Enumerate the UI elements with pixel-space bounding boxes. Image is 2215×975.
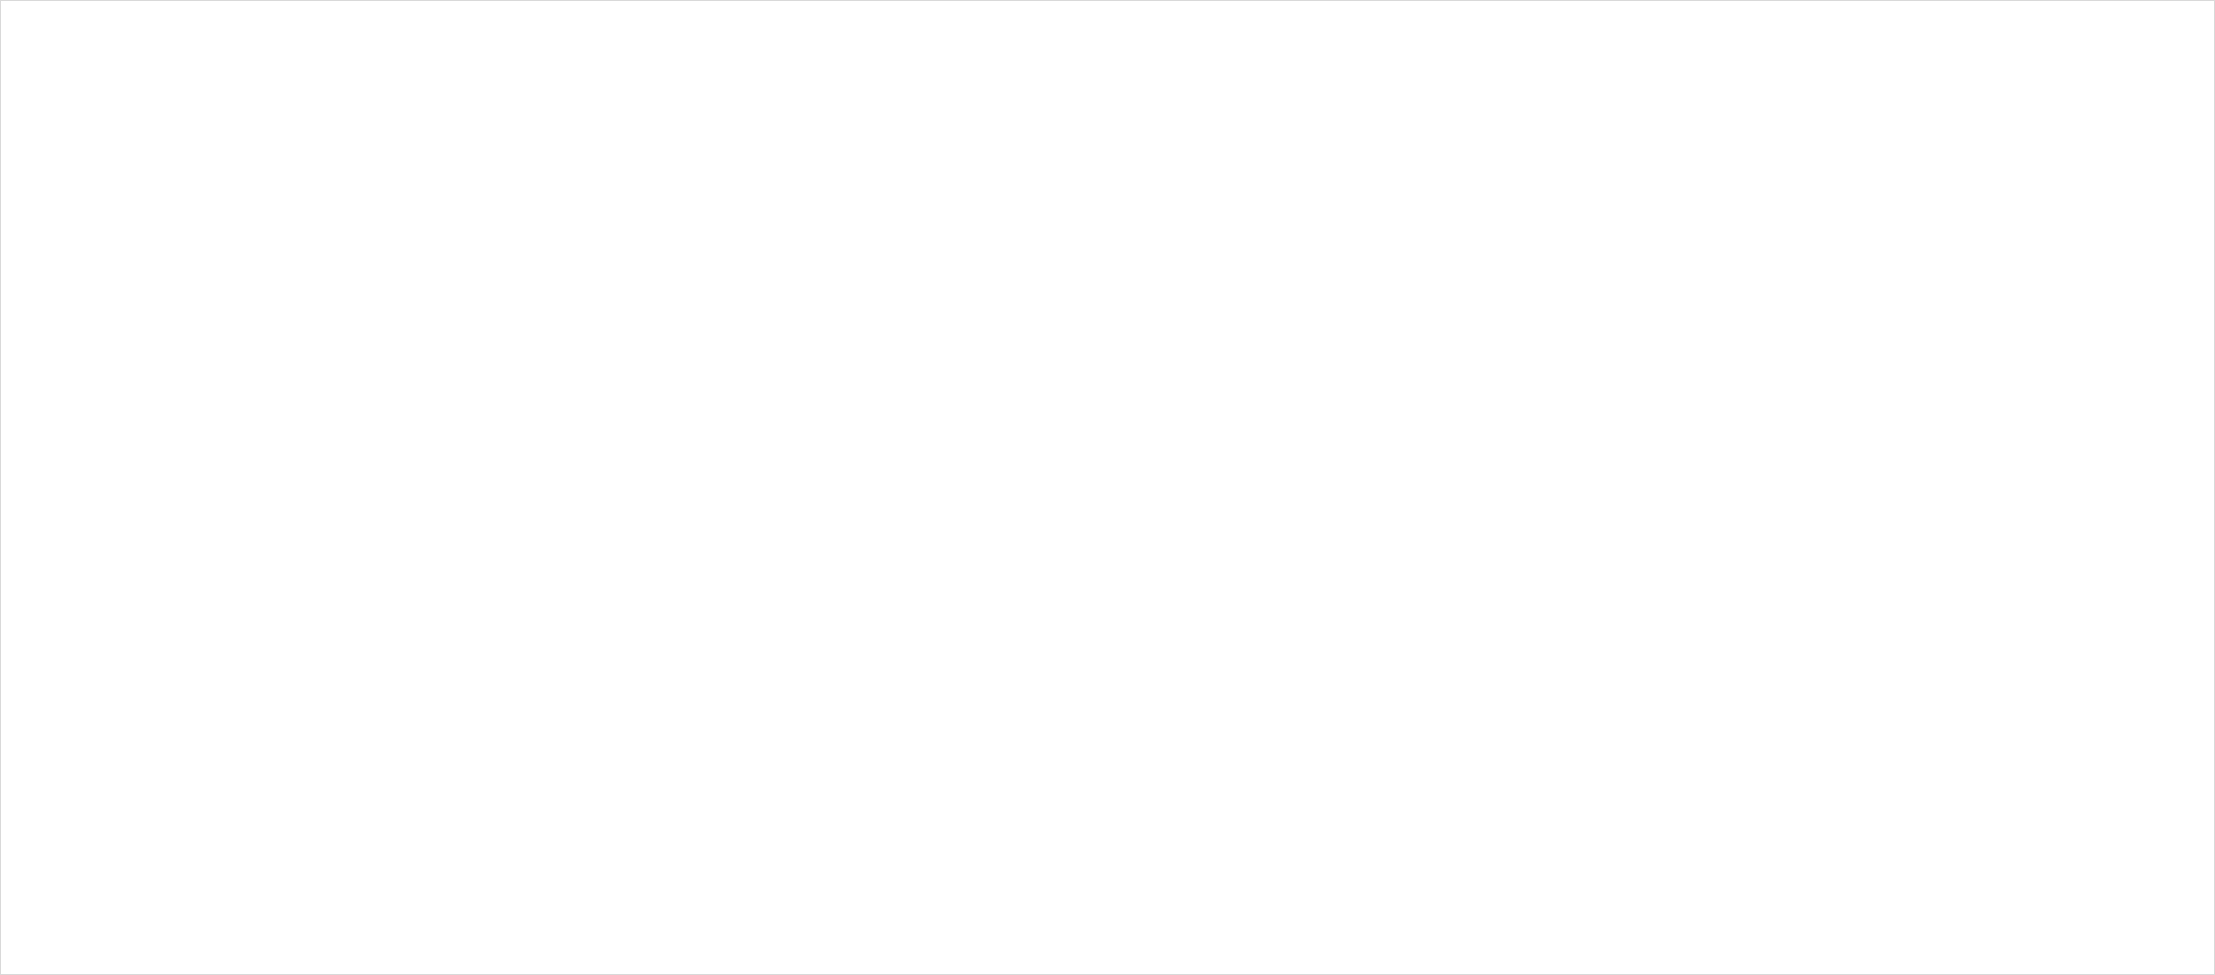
bars-layer <box>81 111 2171 791</box>
x-axis-category-labels <box>81 801 2171 891</box>
plot-area <box>81 111 2171 791</box>
chart-frame <box>0 0 2215 975</box>
